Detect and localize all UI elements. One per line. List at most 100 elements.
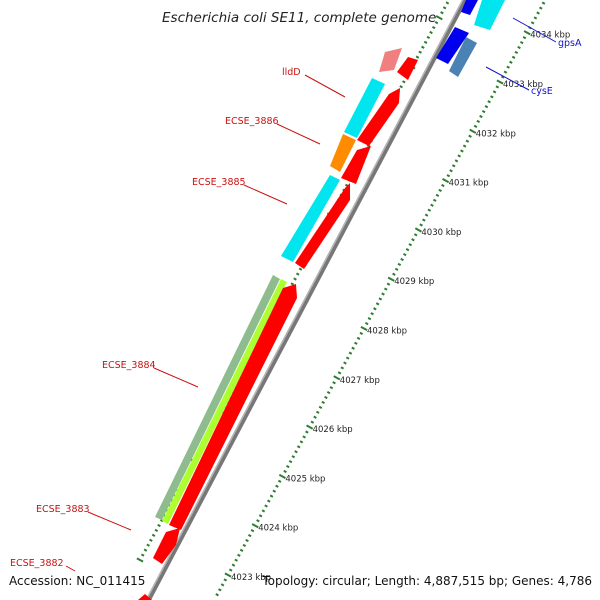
minor-tick [509, 60, 513, 64]
gene-label-ECSE_3882: ECSE_3882 [10, 558, 64, 569]
minor-tick [277, 479, 282, 483]
major-tick [469, 128, 477, 134]
minor-tick [506, 65, 510, 69]
tick-label-4024: 4024 kbp [258, 524, 298, 534]
outer-minor-tick [423, 40, 428, 44]
minor-tick [258, 514, 263, 518]
gene-labels: ECSE_3882 ECSE_3883 ECSE_3884 ECSE_3885 ECSE… [10, 17, 582, 572]
minor-tick [264, 504, 268, 508]
minor-tick [345, 356, 350, 360]
minor-tick [541, 1, 546, 5]
track-cyan-3 [474, 0, 505, 30]
outer-minor-tick [140, 553, 145, 557]
outer-minor-tick [426, 35, 431, 40]
blue-arrow-gpsA [461, 0, 478, 15]
minor-tick [321, 400, 325, 405]
track-lime [162, 279, 287, 524]
minor-tick [413, 233, 418, 237]
minor-tick [291, 455, 296, 459]
minor-tick [329, 386, 334, 390]
major-tick [523, 30, 531, 36]
minor-tick [326, 390, 331, 395]
outer-minor-tick [399, 85, 403, 89]
tick-labels: 4023 kbp 4024 kbp 4025 kbp 4026 kbp 4027 kbp… [231, 31, 570, 583]
major-tick [251, 523, 259, 529]
leader-line-lldD [304, 74, 346, 98]
major-tick [414, 227, 422, 233]
minor-tick [514, 50, 519, 55]
minor-tick [370, 312, 374, 316]
minor-tick [223, 578, 228, 582]
outer-major-tick [136, 557, 144, 563]
outer-minor-tick [157, 523, 161, 528]
minor-tick [424, 213, 429, 217]
minor-tick [400, 257, 404, 262]
minor-tick [408, 243, 413, 247]
minor-tick [220, 583, 225, 587]
minor-tick [381, 292, 385, 296]
steel-bar-cysE [449, 37, 477, 77]
leader-line-ECSE_3884 [153, 367, 199, 388]
cds-arrow-lldD [357, 88, 400, 146]
minor-tick [310, 420, 315, 424]
major-tick [360, 325, 368, 332]
minor-tick [522, 36, 527, 40]
minor-tick [490, 95, 494, 99]
minor-tick [460, 149, 464, 153]
minor-tick [305, 430, 309, 434]
minor-tick [215, 593, 219, 597]
minor-tick [315, 410, 320, 414]
major-tick [306, 424, 314, 430]
outer-major-tick [435, 15, 443, 21]
tick-label-4029: 4029 kbp [394, 277, 434, 287]
minor-tick [237, 553, 241, 557]
minor-tick [479, 114, 483, 119]
minor-tick [403, 252, 407, 257]
outer-minor-tick [295, 272, 300, 276]
minor-tick [269, 494, 274, 498]
minor-tick [519, 40, 524, 45]
minor-tick [397, 262, 402, 267]
outer-minor-tick [154, 528, 159, 533]
gene-label-ECSE_3886: ECSE_3886 [225, 116, 279, 127]
outer-minor-tick [298, 267, 303, 271]
minor-tick [492, 90, 497, 94]
cds-arrow-3885 [295, 183, 350, 269]
tick-label-4023: 4023 kbp [231, 573, 271, 583]
tick-label-4034: 4034 kbp [530, 31, 570, 41]
minor-tick [454, 159, 459, 163]
major-tick [496, 79, 504, 85]
minor-tick [359, 331, 364, 336]
minor-tick [332, 381, 336, 385]
minor-tick [533, 16, 538, 20]
minor-tick [465, 139, 470, 143]
outer-minor-tick [429, 30, 433, 35]
minor-tick [228, 568, 233, 572]
major-tick [333, 375, 341, 381]
minor-tick [302, 435, 306, 439]
minor-tick [343, 361, 347, 365]
leader-line-ECSE_3883 [87, 511, 132, 531]
minor-tick [261, 509, 266, 513]
minor-tick [378, 297, 383, 301]
minor-tick [435, 193, 440, 197]
backbone-line [145, 0, 468, 600]
minor-tick [348, 351, 353, 355]
minor-tick [441, 183, 445, 188]
outer-minor-tick [151, 533, 156, 537]
leader-line-ECSE_3886 [276, 123, 321, 145]
tick-label-4032: 4032 kbp [476, 129, 516, 139]
minor-tick [473, 124, 478, 128]
minor-tick [250, 529, 255, 533]
leader-line-ECSE_3885 [243, 184, 288, 205]
track-pale-green [155, 275, 280, 520]
minor-tick [256, 519, 260, 523]
minor-tick [337, 371, 342, 375]
minor-tick [275, 484, 279, 488]
minor-tick [386, 282, 391, 286]
tick-label-4030: 4030 kbp [421, 228, 461, 238]
minor-tick [405, 248, 410, 252]
cds-arrow-top [397, 57, 418, 80]
outer-minor-tick [290, 282, 295, 286]
minor-tick [245, 538, 249, 543]
